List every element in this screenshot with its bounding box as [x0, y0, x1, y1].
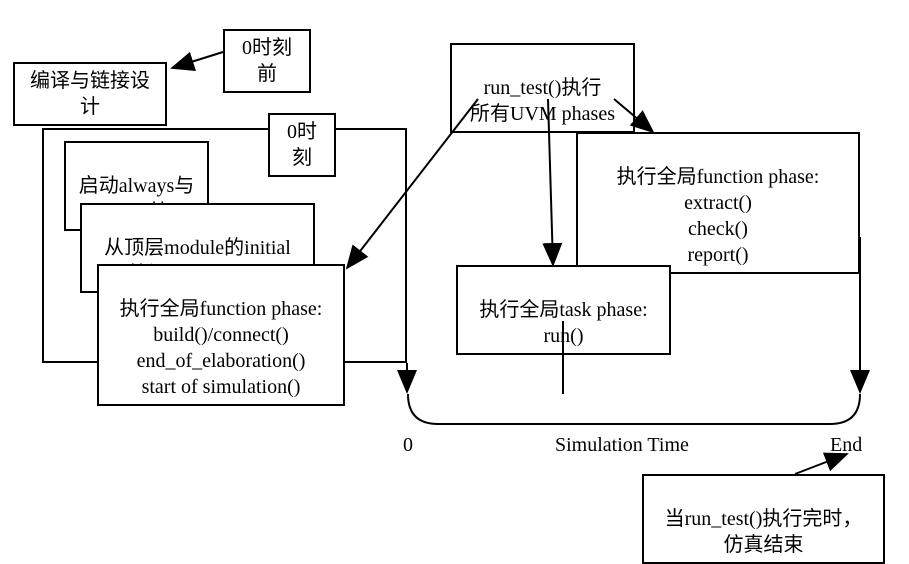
- pre-phases-box: 执行全局function phase: build()/connect() en…: [97, 264, 345, 406]
- timeline-bracket: [408, 394, 860, 424]
- arrow-sim-end-to-end: [795, 454, 847, 474]
- post-phases-text: 执行全局function phase: extract() check() re…: [617, 166, 820, 266]
- timeline-center-text: Simulation Time: [555, 434, 689, 456]
- run-test-top-box: run_test()执行 所有UVM phases: [450, 43, 635, 133]
- run-test-top-text: run_test()执行 所有UVM phases: [470, 77, 615, 125]
- task-phase-text: 执行全局task phase: run(): [479, 299, 647, 347]
- sim-end-box: 当run_test()执行完时， 仿真结束: [642, 474, 885, 564]
- timeline-end-text: End: [830, 434, 862, 456]
- task-phase-box: 执行全局task phase: run(): [456, 265, 671, 355]
- arrow-pre-zero-to-compile: [172, 52, 223, 68]
- timeline-zero-label: 0: [403, 434, 413, 457]
- pre-zero-text: 0时刻前: [242, 37, 292, 85]
- compile-text: 编译与链接设计: [30, 70, 150, 118]
- timeline-zero-text: 0: [403, 434, 413, 456]
- timeline-end-label: End: [830, 434, 862, 457]
- pre-phases-text: 执行全局function phase: build()/connect() en…: [120, 298, 323, 398]
- pre-zero-box: 0时刻前: [223, 29, 311, 93]
- sim-end-text: 当run_test()执行完时， 仿真结束: [665, 508, 863, 556]
- zero-label-box: 0时刻: [268, 113, 336, 177]
- compile-box: 编译与链接设计: [13, 62, 167, 126]
- timeline-center-label: Simulation Time: [555, 434, 689, 457]
- post-phases-box: 执行全局function phase: extract() check() re…: [576, 132, 860, 274]
- zero-label-text: 0时刻: [287, 121, 317, 169]
